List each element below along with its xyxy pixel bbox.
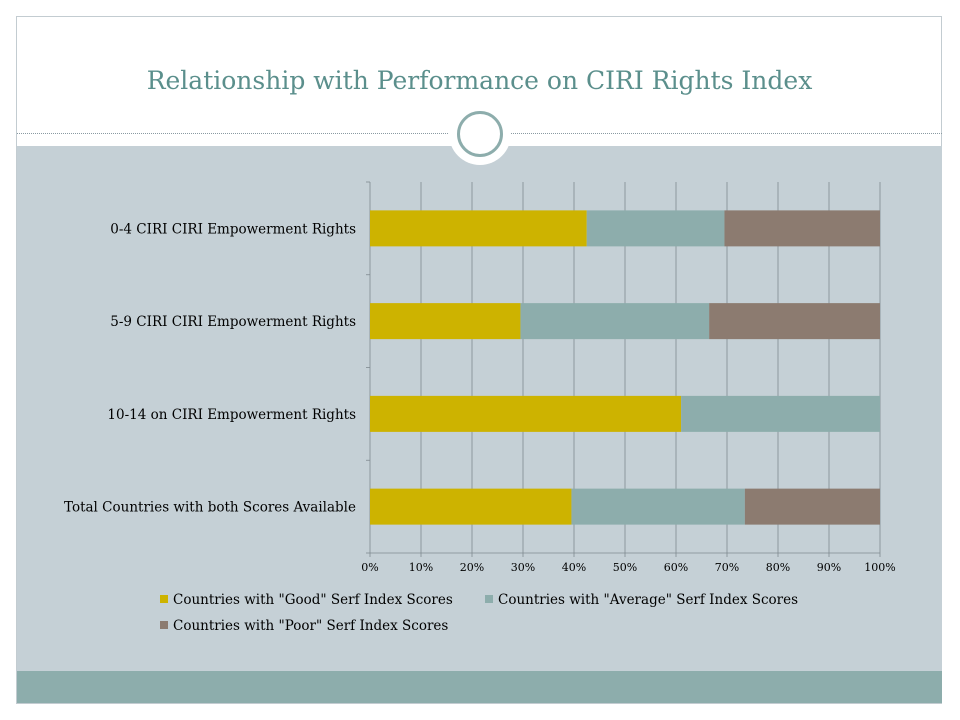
x-tick-label: 30% [511,561,535,574]
legend-label: Countries with "Good" Serf Index Scores [173,592,453,608]
legend-label: Countries with "Poor" Serf Index Scores [173,618,448,634]
x-tick-label: 40% [562,561,586,574]
slide-title: Relationship with Performance on CIRI Ri… [146,66,813,95]
x-tick-label: 10% [409,561,433,574]
category-label: 0-4 CIRI CIRI Empowerment Rights [110,221,356,237]
x-tick-label: 60% [664,561,688,574]
bar-segment [571,488,745,525]
bar-segment [709,303,880,340]
x-tick-label: 90% [817,561,841,574]
bar-segment [724,210,880,247]
legend-label: Countries with "Average" Serf Index Scor… [498,592,798,608]
legend-swatch [160,621,168,629]
x-tick-label: 80% [766,561,790,574]
bar-segment [370,488,572,525]
x-tick-label: 50% [613,561,637,574]
legend-swatch [485,595,493,603]
x-tick-label: 0% [361,561,378,574]
category-label: Total Countries with both Scores Availab… [64,500,356,516]
category-label: 5-9 CIRI CIRI Empowerment Rights [110,314,356,330]
bar-segment [586,210,725,247]
bar-segment [370,395,682,432]
bar-segment [370,303,521,340]
bar-segment [370,210,587,247]
x-tick-label: 20% [460,561,484,574]
category-label: 10-14 on CIRI Empowerment Rights [107,407,356,423]
bar-segment [744,488,880,525]
footer-band [17,671,942,703]
bar-segment [520,303,710,340]
divider-ornament-ring [457,111,503,157]
bar-segment [681,395,880,432]
x-tick-label: 70% [715,561,739,574]
legend-swatch [160,595,168,603]
x-tick-label: 100% [864,561,895,574]
